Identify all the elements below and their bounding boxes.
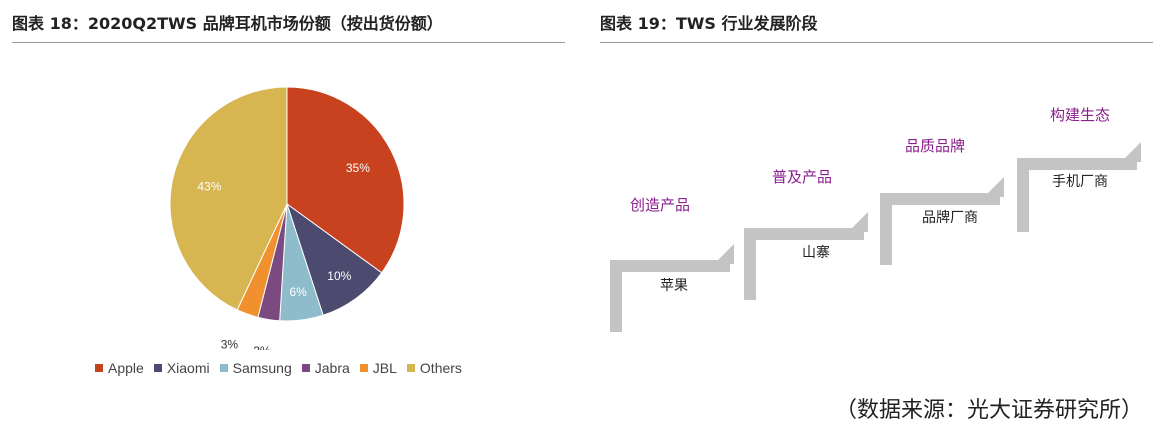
step-tread: [610, 260, 730, 272]
step-example-label: 手机厂商: [1052, 174, 1108, 190]
pie-slice-xiaomi: [286, 202, 383, 316]
step-tread: [1017, 158, 1137, 170]
step-arrow-icon: [714, 244, 734, 264]
pie-slice-others: [169, 86, 288, 311]
legend-swatch: [301, 364, 310, 372]
legend-swatch: [406, 364, 415, 372]
step-tread: [880, 193, 1000, 205]
legend-item-apple: Apple: [95, 360, 144, 376]
step-example-label: 品牌厂商: [922, 209, 978, 226]
step-tread: [744, 228, 864, 240]
step-stage-label: 普及产品: [772, 168, 832, 186]
pie-slice-apple: [286, 86, 405, 274]
right-chart-title: 图表 19：TWS 行业发展阶段: [600, 14, 818, 33]
legend-swatch: [153, 364, 162, 372]
legend-label: Jabra: [314, 360, 350, 376]
legend-label: Xiaomi: [166, 360, 210, 376]
step-riser: [744, 228, 756, 300]
legend-item-jabra: Jabra: [301, 360, 350, 376]
legend-swatch: [219, 364, 228, 372]
step-stage-label: 构建生态: [1050, 106, 1110, 124]
legend-label: Apple: [108, 360, 144, 376]
legend-swatch: [95, 364, 103, 372]
legend-item-xiaomi: Xiaomi: [153, 360, 210, 376]
step-riser: [610, 260, 622, 332]
step-riser: [1017, 158, 1029, 232]
step-stage-label: 创造产品: [630, 196, 690, 214]
step-arrow-icon: [984, 177, 1004, 197]
pie-chart: 35% 10% 6% 3% 3% 43%: [169, 86, 405, 350]
legend-label: Samsung: [232, 360, 292, 376]
left-title-rule: [12, 42, 565, 43]
pie-label-jabra: 3%: [253, 344, 271, 350]
step-example-label: 山寨: [802, 244, 830, 261]
left-chart-title: 图表 18：2020Q2TWS 品牌耳机市场份额（按出货份额）: [12, 14, 443, 33]
step-riser: [880, 193, 892, 265]
legend-item-jbl: JBL: [359, 360, 397, 376]
legend-label: JBL: [372, 360, 397, 376]
legend-swatch: [359, 364, 368, 372]
step-arrow-icon: [1121, 142, 1141, 162]
step-stage-label: 品质品牌: [905, 137, 965, 155]
legend-item-samsung: Samsung: [219, 360, 292, 376]
step-example-label: 苹果: [660, 278, 688, 294]
right-title-rule: [600, 42, 1153, 43]
legend-item-others: Others: [406, 360, 462, 376]
pie-label-samsung: 6%: [289, 285, 307, 299]
pie-label-others: 43%: [197, 180, 221, 194]
pie-label-jbl: 3%: [221, 338, 239, 350]
pie-label-xiaomi: 10%: [327, 269, 351, 283]
step-arrow-icon: [848, 212, 868, 232]
source-note: （数据来源：光大证券研究所）: [834, 398, 1143, 423]
pie-label-apple: 35%: [346, 161, 370, 175]
pie-legend: Apple Xiaomi Samsung Jabra JBL Others: [95, 360, 462, 376]
legend-label: Others: [419, 360, 462, 376]
